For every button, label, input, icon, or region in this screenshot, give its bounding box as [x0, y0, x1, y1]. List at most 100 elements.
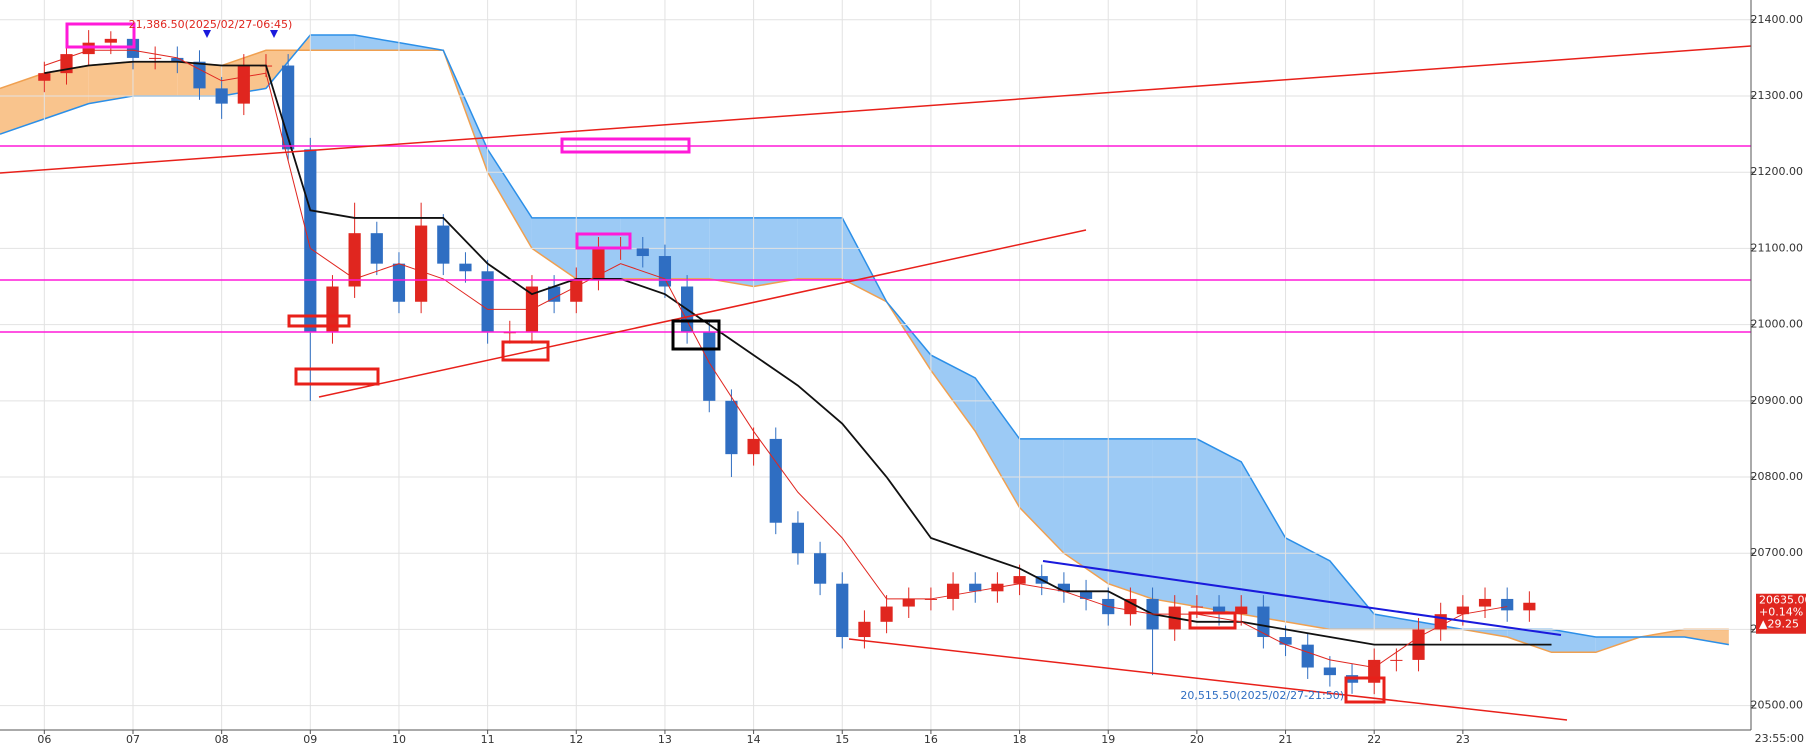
- cloud-fill: [709, 217, 754, 287]
- candle-body: [769, 438, 782, 523]
- indicator-line: [44, 60, 1552, 646]
- x-tick-label: 16: [924, 733, 938, 746]
- candle-body: [969, 583, 982, 592]
- candle-body: [415, 225, 428, 302]
- candle-body: [1190, 606, 1203, 608]
- candle-body: [304, 149, 317, 333]
- candle-body: [902, 598, 915, 607]
- cloud-fill: [1063, 438, 1109, 584]
- candle-body: [1456, 606, 1469, 615]
- x-tick-label: 08: [215, 733, 229, 746]
- labels: 20500.0020600.0020700.0020800.0020900.00…: [37, 13, 1806, 746]
- candle-body: [1057, 583, 1070, 592]
- candle-body: [481, 271, 494, 333]
- arrow: [203, 30, 211, 38]
- candle-body: [548, 286, 561, 302]
- change-pct: +0.14%: [1759, 606, 1803, 619]
- candle-body: [104, 38, 117, 43]
- cloud-fill: [1152, 438, 1197, 607]
- x-tick-label: 11: [481, 733, 495, 746]
- cloud-fill: [1684, 629, 1729, 645]
- box: [1188, 611, 1237, 630]
- x-end-label: 23:55:00: [1755, 732, 1804, 745]
- box: [560, 137, 691, 154]
- candle-body: [791, 522, 805, 554]
- ichimoku-cloud: [0, 34, 1729, 654]
- candle-body: [658, 256, 672, 287]
- high-label: 21,386.50(2025/02/27-06:45): [129, 18, 293, 31]
- candle-body: [237, 65, 250, 104]
- candle-body: [1301, 644, 1314, 668]
- trend-line: [318, 229, 1087, 398]
- x-tick-label: 06: [37, 733, 51, 746]
- candle-body: [171, 57, 184, 62]
- candle-body: [437, 225, 450, 264]
- candle-body: [946, 583, 960, 599]
- box: [671, 319, 721, 351]
- x-tick-label: 22: [1367, 733, 1381, 746]
- x-tick-label: 10: [392, 733, 406, 746]
- trend-line: [848, 638, 1568, 721]
- arrow: [270, 30, 278, 38]
- box: [575, 232, 632, 250]
- candle-body: [636, 248, 649, 257]
- y-tick-label: 21100.00: [1751, 241, 1804, 254]
- cloud-fill: [487, 149, 532, 249]
- x-tick-label: 07: [126, 733, 140, 746]
- candle-body: [1523, 602, 1536, 611]
- x-tick-label: 23: [1456, 733, 1470, 746]
- candle-body: [215, 88, 228, 104]
- y-tick-label: 20500.00: [1751, 699, 1804, 712]
- candle-body: [1323, 667, 1336, 676]
- y-tick-label: 20900.00: [1751, 394, 1804, 407]
- y-tick-label: 21400.00: [1751, 13, 1804, 26]
- candle-body: [459, 263, 472, 272]
- box: [501, 340, 550, 362]
- candle-body: [1124, 598, 1137, 615]
- x-tick-label: 09: [303, 733, 317, 746]
- cloud-fill: [1507, 629, 1552, 653]
- y-tick-label: 21000.00: [1751, 318, 1804, 331]
- span-a: [0, 49, 1729, 654]
- x-tick-label: 20: [1190, 733, 1204, 746]
- candle-body: [1390, 659, 1403, 661]
- trend-line: [1042, 560, 1562, 636]
- cloud-fill: [1196, 438, 1242, 615]
- candle-body: [858, 621, 871, 638]
- candle-body: [725, 400, 738, 455]
- cloud-fill: [354, 35, 399, 51]
- x-tick-label: 19: [1101, 733, 1115, 746]
- cloud-fill: [1374, 614, 1419, 630]
- cloud-fill: [0, 73, 45, 135]
- y-tick-label: 21300.00: [1751, 89, 1804, 102]
- cloud-fill: [88, 61, 133, 104]
- x-tick-label: 14: [747, 733, 761, 746]
- candle-body: [348, 233, 361, 287]
- drawings: [0, 22, 1752, 721]
- candle-body: [370, 233, 383, 264]
- candle-body: [1501, 598, 1514, 611]
- candle-body: [880, 606, 893, 622]
- y-tick-label: 20700.00: [1751, 546, 1804, 559]
- box: [1344, 676, 1386, 704]
- x-tick-label: 13: [658, 733, 672, 746]
- candle-body: [592, 248, 605, 279]
- candle-body: [1235, 606, 1248, 615]
- last-price: 20635.00: [1759, 594, 1806, 607]
- candle-body: [38, 73, 51, 81]
- candle-body: [813, 553, 827, 584]
- marks: [38, 30, 1552, 695]
- x-tick-label: 18: [1013, 733, 1027, 746]
- candle-body: [747, 438, 760, 455]
- cloud-fill: [930, 355, 976, 432]
- trend-line: [0, 45, 1752, 174]
- cloud-fill: [44, 65, 89, 119]
- indicator-line: [44, 49, 1508, 669]
- candle-body: [1478, 598, 1492, 607]
- candle-body: [1013, 576, 1026, 584]
- cloud-fill: [975, 377, 1020, 508]
- candle-body: [1279, 637, 1292, 645]
- candle-body: [1079, 591, 1093, 599]
- cloud-fill: [132, 61, 178, 97]
